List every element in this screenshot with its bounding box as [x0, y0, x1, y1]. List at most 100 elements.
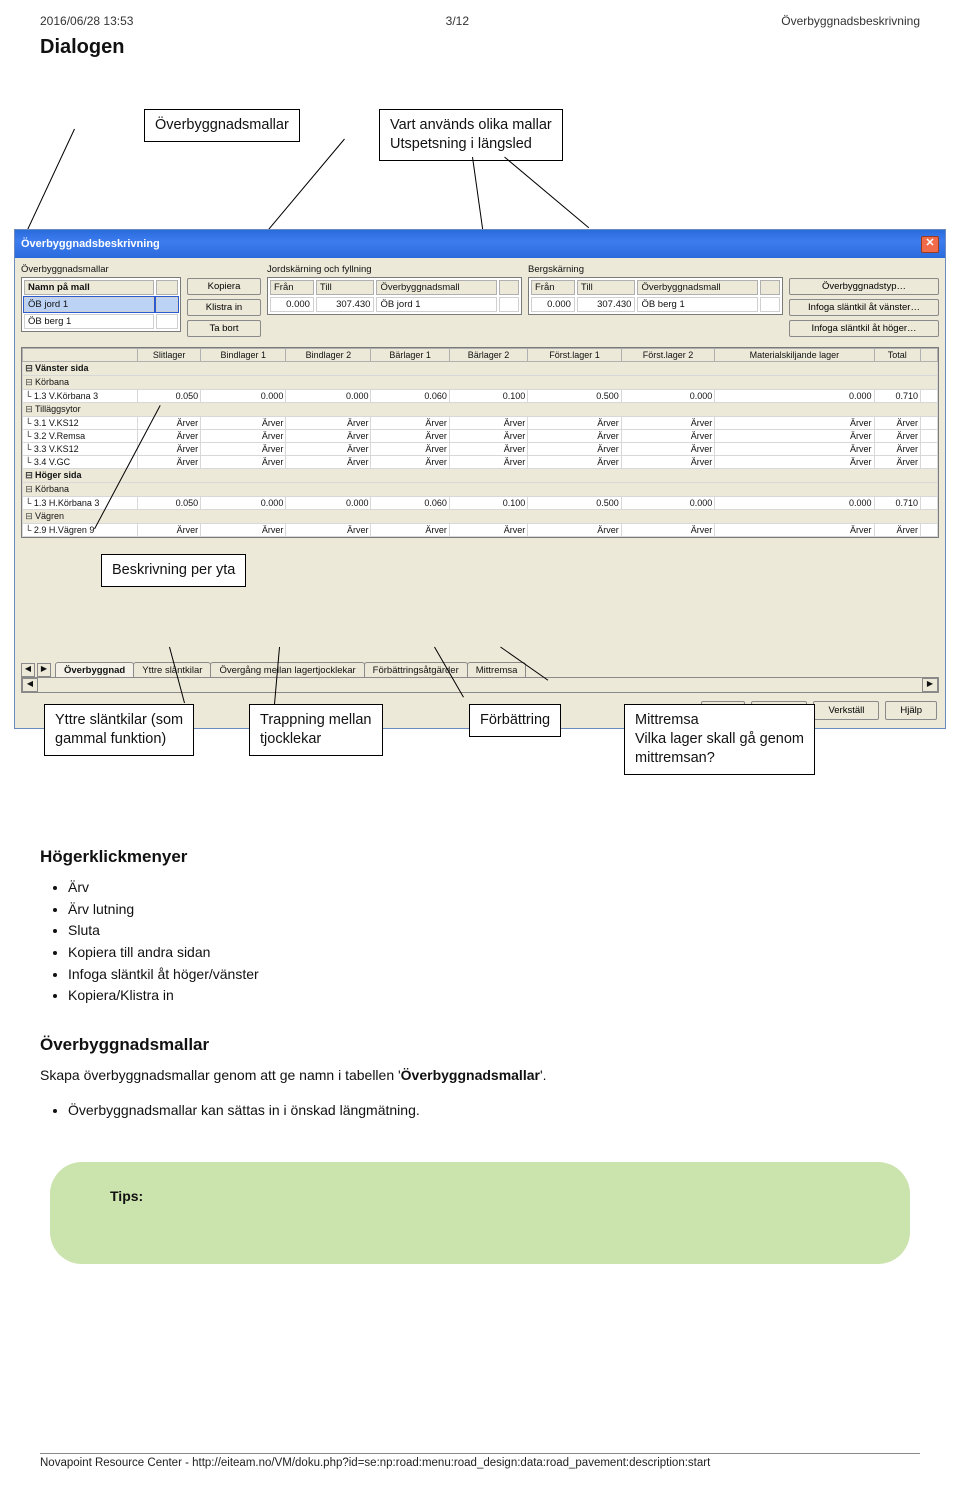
grid-cell: Ärver — [371, 524, 449, 537]
grid-row-label: └ 1.3 V.Körbana 3 — [23, 390, 138, 403]
heading-mallar: Överbyggnadsmallar — [40, 1035, 920, 1055]
overbyggnadstyp-button[interactable]: Överbyggnadstyp… — [789, 278, 939, 295]
horizontal-scrollbar[interactable]: ◀ ▶ — [21, 677, 939, 693]
klistra-in-button[interactable]: Klistra in — [187, 299, 261, 316]
grid-cell: Ärver — [138, 524, 201, 537]
callout-yttre: Yttre släntkilar (som gammal funktion) — [44, 704, 194, 756]
grid-cell: 0.500 — [528, 390, 622, 403]
dialog-title-text: Överbyggnadsbeskrivning — [21, 238, 160, 250]
callout-beskrivning-text: Beskrivning per yta — [112, 561, 235, 580]
infoga-vanster-button[interactable]: Infoga släntkil åt vänster… — [789, 299, 939, 316]
tips-label: Tips: — [110, 1188, 143, 1204]
kopiera-button[interactable]: Kopiera — [187, 278, 261, 295]
grid-col-header: Först.lager 1 — [528, 349, 622, 362]
grid-row-label: └ 2.9 H.Vägren 9 — [23, 524, 138, 537]
list-item: Ärv lutning — [68, 899, 920, 921]
mall-col-name: Namn på mall — [24, 280, 154, 295]
grid-cell: 0.000 — [715, 497, 874, 510]
scroll-left-icon[interactable]: ◀ — [22, 678, 38, 692]
list-item: Överbyggnadsmallar kan sättas in i önska… — [68, 1100, 920, 1122]
callout-trappning-l2: tjocklekar — [260, 730, 372, 749]
ta-bort-button[interactable]: Ta bort — [187, 320, 261, 337]
close-icon[interactable]: ✕ — [921, 236, 939, 253]
grid-row-label: └ 3.3 V.KS12 — [23, 443, 138, 456]
tab-bar: ◀▶ Överbyggnad Yttre släntkilar Övergång… — [15, 662, 945, 677]
grid-col-header: Slitlager — [138, 349, 201, 362]
callout-mallar-text: Överbyggnadsmallar — [155, 116, 289, 135]
grid-row-label: └ 3.1 V.KS12 — [23, 417, 138, 430]
grid-cell: Ärver — [621, 430, 715, 443]
grid-cell: Ärver — [201, 417, 286, 430]
tab-forbattring[interactable]: Förbättringsåtgärder — [364, 662, 468, 677]
jord-from: 0.000 — [270, 297, 314, 312]
grid-cell: 0.710 — [874, 390, 920, 403]
main-grid[interactable]: SlitlagerBindlager 1Bindlager 2Bärlager … — [21, 347, 939, 538]
tips-box: Tips: — [50, 1162, 910, 1264]
grid-cell: Ärver — [874, 524, 920, 537]
tab-yttre-slantkilar[interactable]: Yttre släntkilar — [133, 662, 211, 677]
grid-cell: 0.000 — [621, 390, 715, 403]
grid-col-header: Bindlager 1 — [201, 349, 286, 362]
label-berg: Bergskärning — [528, 264, 783, 275]
list-item: Ärv — [68, 877, 920, 899]
mall-table[interactable]: Namn på mall ÖB jord 1 ÖB berg 1 — [21, 277, 181, 332]
berg-table[interactable]: FrånTillÖverbyggnadsmall 0.000307.430ÖB … — [528, 277, 783, 315]
section-side-buttons: Överbyggnadstyp… Infoga släntkil åt väns… — [789, 264, 939, 341]
tab-scroll-left-icon[interactable]: ◀ — [21, 663, 35, 677]
grid-cell: 0.060 — [371, 497, 449, 510]
grid-cell: 0.100 — [449, 390, 527, 403]
grid-cell: Ärver — [201, 443, 286, 456]
grid-cell: Ärver — [286, 443, 371, 456]
grid-cell: Ärver — [528, 456, 622, 469]
callout-anvands: Vart används olika mallar Utspetsning i … — [379, 109, 563, 161]
grid-cell: Ärver — [715, 430, 874, 443]
tab-overbyggnad[interactable]: Överbyggnad — [55, 662, 134, 677]
grid-cell: Ärver — [528, 430, 622, 443]
tab-mittremsa[interactable]: Mittremsa — [467, 662, 527, 677]
callout-mittremsa-l2: Vilka lager skall gå genom — [635, 730, 804, 749]
jord-table[interactable]: FrånTillÖverbyggnadsmall 0.000307.430ÖB … — [267, 277, 522, 315]
callout-forbattring-text: Förbättring — [480, 711, 550, 730]
grid-cell: Ärver — [201, 456, 286, 469]
grid-cell: 0.000 — [286, 390, 371, 403]
blank-area: Beskrivning per yta — [21, 540, 939, 660]
grid-cell: Ärver — [621, 417, 715, 430]
infoga-hoger-button[interactable]: Infoga släntkil åt höger… — [789, 320, 939, 337]
scroll-right-icon[interactable]: ▶ — [922, 678, 938, 692]
hdr-right: Överbyggnadsbeskrivning — [781, 14, 920, 28]
page-header: 2016/06/28 13:53 3/12 Överbyggnadsbeskri… — [40, 14, 920, 28]
jord-th-fran: Från — [270, 280, 314, 295]
grid-cell: Ärver — [371, 443, 449, 456]
grid-row-label: └ 3.4 V.GC — [23, 456, 138, 469]
hdr-center: 3/12 — [446, 14, 469, 28]
heading-hogerklick: Högerklickmenyer — [40, 847, 920, 867]
grid-cell: Ärver — [371, 417, 449, 430]
grid-row-label: └ 1.3 H.Körbana 3 — [23, 497, 138, 510]
annotated-screenshot: Överbyggnadsmallar Vart används olika ma… — [14, 99, 946, 819]
grid-cell: 0.000 — [201, 390, 286, 403]
paragraph-skapa-end: '. — [540, 1067, 547, 1083]
grid-cell: Ärver — [138, 456, 201, 469]
mall-row[interactable]: ÖB jord 1 — [24, 297, 154, 312]
tab-overgang[interactable]: Övergång mellan lagertjocklekar — [210, 662, 364, 677]
mall-row[interactable]: ÖB berg 1 — [24, 314, 154, 329]
paragraph-skapa-txt: Skapa överbyggnadsmallar genom att ge na… — [40, 1067, 401, 1083]
grid-cell: Ärver — [286, 524, 371, 537]
section-mall-buttons: Kopiera Klistra in Ta bort — [187, 264, 261, 341]
hjalp-button[interactable]: Hjälp — [885, 701, 937, 720]
jord-th-ob: Överbyggnadsmall — [376, 280, 497, 295]
callout-mittremsa: Mittremsa Vilka lager skall gå genom mit… — [624, 704, 815, 775]
grid-cell: 0.000 — [621, 497, 715, 510]
grid-cell: 0.050 — [138, 497, 201, 510]
grid-cell: 0.050 — [138, 390, 201, 403]
list-item: Infoga släntkil åt höger/vänster — [68, 964, 920, 986]
callout-mallar: Överbyggnadsmallar — [144, 109, 300, 142]
verkstall-button[interactable]: Verkställ — [813, 701, 879, 720]
label-mallar: Överbyggnadsmallar — [21, 264, 181, 275]
grid-col-header: Bärlager 1 — [371, 349, 449, 362]
paragraph-skapa: Skapa överbyggnadsmallar genom att ge na… — [40, 1065, 920, 1086]
grid-cell: Ärver — [286, 430, 371, 443]
tab-scroll-right-icon[interactable]: ▶ — [37, 663, 51, 677]
grid-cell: Ärver — [528, 524, 622, 537]
callout-mittremsa-l1: Mittremsa — [635, 711, 804, 730]
